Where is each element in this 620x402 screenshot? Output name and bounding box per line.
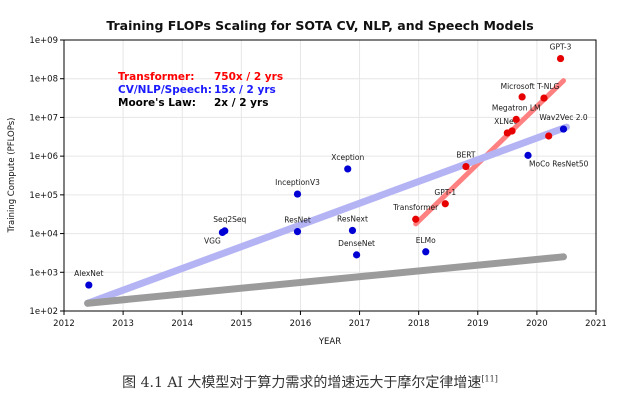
data-label: MoCo ResNet50 [529,159,589,168]
data-point-wav2vec-2-0 [559,125,568,133]
data-point [545,132,553,140]
x-axis-label: YEAR [318,337,341,347]
plot-area-frame [63,39,597,312]
trend-lines [84,78,570,307]
data-label: GPT-1 [434,188,456,197]
data-point-elmo [422,248,430,256]
axis-ticks: 2012 2013 2014 2015 2016 2017 2018 2019 2020 2021… [29,36,606,329]
data-label: ELMo [416,236,436,245]
legend-label: CV/NLP/Speech: [118,84,212,96]
data-point-microsoft-t-nlg [540,94,548,102]
data-point-resnet [293,228,302,236]
data-point-seq2seq [221,227,229,235]
x-tick-label: 2018 [408,319,430,329]
data-point [518,93,526,101]
data-point-bert [462,162,470,171]
y-tick-label: 1e+05 [29,191,58,201]
data-label: VGG [204,236,221,245]
data-point [508,127,516,135]
y-axis-label: Training Compute (PFLOPs) [7,118,17,234]
chart-background [0,0,620,372]
data-point-resnext [348,226,357,235]
x-tick-label: 2019 [467,319,489,329]
x-tick-label: 2016 [290,319,312,329]
figure-caption: 图 4.1 AI 大模型对于算力需求的增速远大于摩尔定律增速[11] [0,372,620,392]
x-tick-label: 2013 [112,319,134,329]
y-tick-label: 1e+09 [29,36,58,46]
data-label: Megatron LM [492,103,541,112]
chart-title: Training FLOPs Scaling for SOTA CV, NLP,… [106,18,533,33]
data-label: InceptionV3 [275,178,320,187]
data-label: DenseNet [338,239,375,248]
y-tick-label: 1e+07 [29,113,58,123]
y-tick-label: 1e+04 [29,230,58,240]
data-label: Transformer [392,203,439,212]
data-point-megatron-lm [512,115,520,123]
data-label: Xception [331,153,364,162]
data-points: AlexNet VGG Seq2Seq ResNet InceptionV3 Xcepti… [74,43,589,289]
chart: Training FLOPs Scaling for SOTA CV, NLP,… [0,0,620,372]
data-point-transformer [412,215,420,223]
x-tick-label: 2017 [349,319,371,329]
data-label: ResNet [284,216,311,225]
trend-line-cv-nlp-speech [84,123,570,307]
data-label: Seq2Seq [213,215,246,224]
data-point-moco-resnet50 [524,151,532,159]
data-label: BERT [456,151,476,160]
data-point-inceptionv3 [293,190,302,198]
y-tick-label: 1e+03 [29,268,58,278]
legend-label: Moore's Law: [118,97,196,109]
y-tick-label: 1e+06 [29,152,58,162]
legend-label: Transformer: [118,71,194,83]
trend-line-moore-s-law [84,253,567,307]
caption-reference: [11] [481,374,498,384]
caption-text: 图 4.1 AI 大模型对于算力需求的增速远大于摩尔定律增速 [122,375,482,391]
x-tick-label: 2012 [53,319,75,329]
data-label: AlexNet [74,269,103,278]
data-label: GPT-3 [550,43,572,52]
y-tick-label: 1e+02 [29,307,58,317]
data-point-densenet [353,251,361,259]
legend-value: 2x / 2 yrs [214,97,268,109]
legend-value: 750x / 2 yrs [214,71,283,83]
data-point-gpt-3 [556,54,565,63]
x-tick-label: 2014 [171,319,193,329]
y-tick-label: 1e+08 [29,75,58,85]
data-point-gpt-1 [441,200,449,208]
data-label: ResNext [337,214,368,223]
data-point-alexnet [85,281,93,289]
data-label: Wav2Vec 2.0 [539,113,588,122]
data-point-xception [344,165,352,173]
data-label: Microsoft T-NLG [501,82,560,91]
x-tick-label: 2020 [526,319,548,329]
data-label: XLNet [494,117,517,126]
x-tick-label: 2021 [585,319,607,329]
legend-value: 15x / 2 yrs [214,84,276,96]
x-tick-label: 2015 [231,319,253,329]
